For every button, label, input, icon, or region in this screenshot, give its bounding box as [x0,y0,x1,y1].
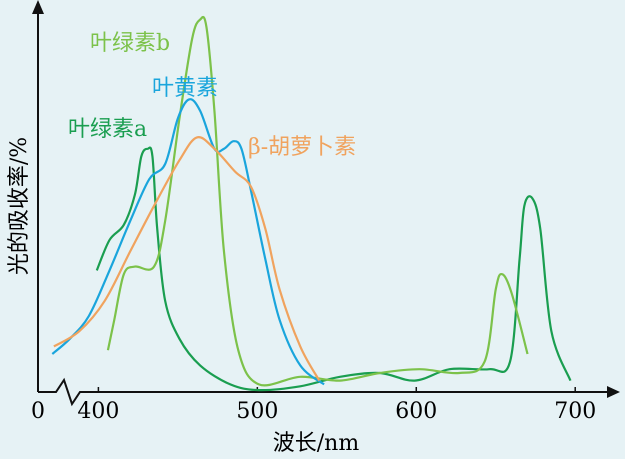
series-label: β-胡萝卜素 [248,135,356,160]
series-label: 叶黄素 [152,76,218,101]
x-tick-label: 500 [236,399,278,424]
x-tick-label: 600 [395,399,437,424]
y-arrow [32,0,44,14]
x-tick-label: 700 [554,399,596,424]
x-axis-label: 波长/nm [273,431,360,456]
axes [32,0,620,407]
series-line [51,98,325,386]
series-line [53,136,321,382]
series-line [106,15,529,387]
x-axis [38,377,607,407]
series-label: 叶绿素b [90,31,170,56]
series-line [95,146,572,392]
x-tick-label: 0 [31,399,45,424]
y-axis-label: 光的吸收率/% [7,137,32,275]
x-arrow [607,386,620,398]
x-tick-label: 400 [77,399,119,424]
series-label: 叶绿素a [68,117,147,142]
